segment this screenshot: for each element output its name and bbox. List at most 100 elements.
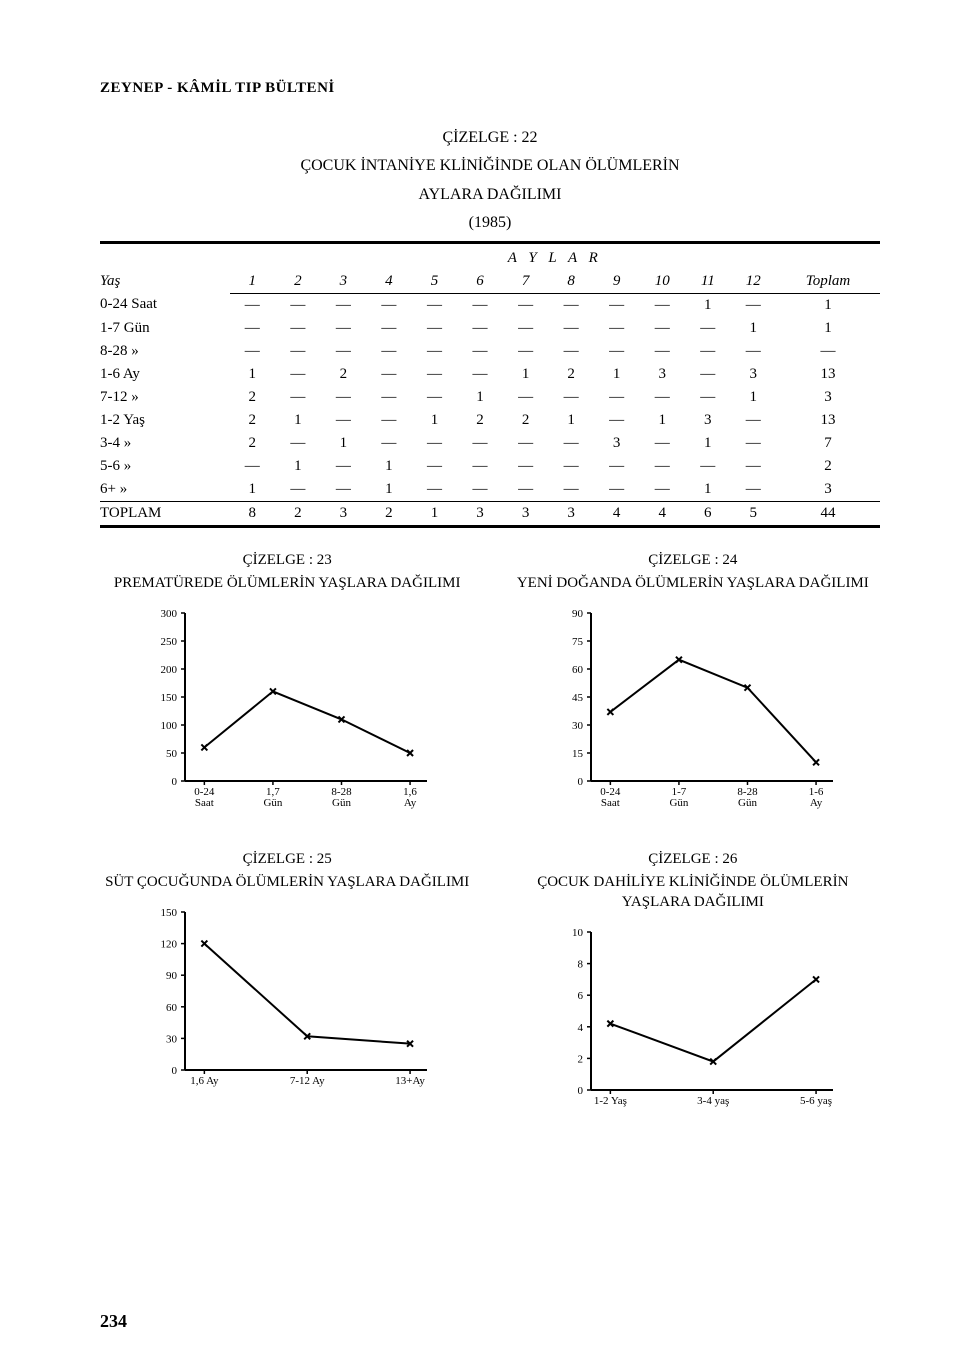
svg-text:300: 300 bbox=[161, 608, 178, 620]
row-label: 7-12 » bbox=[100, 386, 230, 409]
chart-23-caption: ÇİZELGE : 23 bbox=[100, 552, 474, 569]
table-row: 1-7 Gün———————————11 bbox=[100, 317, 880, 340]
cell: — bbox=[731, 340, 777, 363]
cell: — bbox=[503, 455, 549, 478]
cell: — bbox=[503, 478, 549, 502]
svg-text:45: 45 bbox=[572, 692, 584, 704]
table-row: 0-24 Saat——————————1—1 bbox=[100, 293, 880, 317]
page-number: 234 bbox=[100, 1311, 127, 1332]
cell: — bbox=[366, 409, 412, 432]
chart-24-title: YENİ DOĞANDA ÖLÜMLERİN YAŞLARA DAĞILIMI bbox=[506, 573, 880, 593]
cell: 13 bbox=[776, 409, 880, 432]
cell: — bbox=[412, 386, 458, 409]
cell: 2 bbox=[321, 363, 367, 386]
svg-text:120: 120 bbox=[161, 939, 178, 951]
cell: — bbox=[275, 317, 321, 340]
svg-text:Gün: Gün bbox=[669, 797, 688, 809]
cell: — bbox=[548, 455, 594, 478]
chart-26-title: ÇOCUK DAHİLİYE KLİNİĞİNDE ÖLÜMLERİN YAŞL… bbox=[506, 872, 880, 913]
cell: 3 bbox=[685, 409, 731, 432]
table-22-block: ÇİZELGE : 22 ÇOCUK İNTANİYE KLİNİĞİNDE O… bbox=[100, 127, 880, 528]
cell: — bbox=[639, 317, 685, 340]
svg-text:Ay: Ay bbox=[404, 797, 417, 809]
cell: — bbox=[366, 386, 412, 409]
cell: 1 bbox=[685, 432, 731, 455]
svg-text:Saat: Saat bbox=[195, 797, 214, 809]
col-h: Toplam bbox=[776, 270, 880, 294]
cell: 3 bbox=[776, 478, 880, 502]
cell: 2 bbox=[230, 386, 276, 409]
svg-text:Gün: Gün bbox=[738, 797, 757, 809]
cell: — bbox=[412, 432, 458, 455]
svg-text:3-4 yaş: 3-4 yaş bbox=[697, 1095, 729, 1107]
cell: — bbox=[275, 478, 321, 502]
col-h: 10 bbox=[639, 270, 685, 294]
cell: — bbox=[503, 293, 549, 317]
cell: — bbox=[685, 317, 731, 340]
cell: — bbox=[457, 317, 503, 340]
row-label: 5-6 » bbox=[100, 455, 230, 478]
svg-text:200: 200 bbox=[161, 664, 178, 676]
cell: 1 bbox=[275, 409, 321, 432]
table-22-year: (1985) bbox=[100, 212, 880, 234]
row-label: 1-2 Yaş bbox=[100, 409, 230, 432]
cell: — bbox=[503, 340, 549, 363]
total-cell: 5 bbox=[731, 501, 777, 526]
svg-text:5-6 yaş: 5-6 yaş bbox=[800, 1095, 832, 1107]
cell: — bbox=[548, 317, 594, 340]
cell: 1 bbox=[776, 293, 880, 317]
cell: — bbox=[685, 386, 731, 409]
row-label: 6+ » bbox=[100, 478, 230, 502]
cell: — bbox=[321, 455, 367, 478]
cell: — bbox=[594, 317, 640, 340]
cell: 3 bbox=[731, 363, 777, 386]
cell: 13 bbox=[776, 363, 880, 386]
svg-text:75: 75 bbox=[572, 636, 584, 648]
cell: — bbox=[412, 455, 458, 478]
charts-grid: ÇİZELGE : 23 PREMATÜREDE ÖLÜMLERİN YAŞLA… bbox=[100, 552, 880, 1161]
svg-text:13+Ay: 13+Ay bbox=[395, 1075, 425, 1087]
total-cell: 2 bbox=[366, 501, 412, 526]
cell: — bbox=[594, 386, 640, 409]
col-h: 3 bbox=[321, 270, 367, 294]
svg-text:100: 100 bbox=[161, 720, 178, 732]
journal-header: ZEYNEP - KÂMİL TIP BÜLTENİ bbox=[100, 80, 880, 97]
svg-text:Gün: Gün bbox=[332, 797, 351, 809]
cell: — bbox=[594, 478, 640, 502]
svg-text:0: 0 bbox=[172, 776, 178, 788]
cell: — bbox=[321, 340, 367, 363]
chart-26-caption: ÇİZELGE : 26 bbox=[506, 851, 880, 868]
svg-text:250: 250 bbox=[161, 636, 178, 648]
chart-25: 03060901201501,6 Ay7-12 Ay13+Ay bbox=[137, 902, 437, 1112]
cell: 3 bbox=[776, 386, 880, 409]
cell: 1 bbox=[548, 409, 594, 432]
cell: — bbox=[457, 363, 503, 386]
cell: 1 bbox=[503, 363, 549, 386]
cell: 3 bbox=[639, 363, 685, 386]
cell: — bbox=[731, 455, 777, 478]
cell: — bbox=[639, 293, 685, 317]
cell: — bbox=[321, 386, 367, 409]
total-cell: 3 bbox=[503, 501, 549, 526]
cell: — bbox=[731, 409, 777, 432]
cell: 1 bbox=[685, 478, 731, 502]
cell: — bbox=[230, 455, 276, 478]
svg-text:0: 0 bbox=[577, 776, 583, 788]
cell: — bbox=[457, 455, 503, 478]
svg-text:90: 90 bbox=[572, 608, 584, 620]
cell: — bbox=[275, 340, 321, 363]
chart-25-block: ÇİZELGE : 25 SÜT ÇOCUĞUNDA ÖLÜMLERİN YAŞ… bbox=[100, 851, 474, 1133]
cell: — bbox=[685, 340, 731, 363]
total-cell: 6 bbox=[685, 501, 731, 526]
svg-text:1-2 Yaş: 1-2 Yaş bbox=[594, 1095, 627, 1107]
total-cell: 3 bbox=[548, 501, 594, 526]
total-cell: 2 bbox=[275, 501, 321, 526]
total-cell: 1 bbox=[412, 501, 458, 526]
cell: — bbox=[639, 455, 685, 478]
chart-26: 02468101-2 Yaş3-4 yaş5-6 yaş bbox=[543, 922, 843, 1132]
cell: — bbox=[275, 363, 321, 386]
cell: — bbox=[366, 340, 412, 363]
svg-text:0: 0 bbox=[172, 1065, 178, 1077]
table-22-title1: ÇOCUK İNTANİYE KLİNİĞİNDE OLAN ÖLÜMLERİN bbox=[100, 155, 880, 177]
cell: — bbox=[366, 363, 412, 386]
